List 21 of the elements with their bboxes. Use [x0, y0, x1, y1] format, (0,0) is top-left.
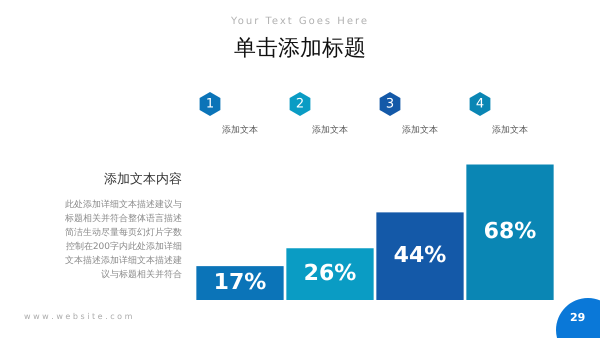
x-tick-label: 4	[476, 96, 484, 112]
bar	[466, 164, 554, 300]
data-label: 44%	[394, 242, 446, 268]
data-label: 17%	[214, 270, 266, 295]
text: 添加文本	[222, 124, 258, 136]
chart-title: 单击添加标题	[233, 35, 367, 63]
data-label: 26%	[304, 260, 356, 286]
text: 添加文本	[402, 124, 438, 136]
x-tick-label: 2	[296, 96, 304, 112]
bar	[286, 248, 374, 300]
annotation: 添加文本内容	[103, 171, 182, 189]
text: 添加文本	[312, 124, 348, 136]
bar	[376, 212, 464, 300]
x-tick-label: 1	[206, 96, 214, 112]
data-label: 68%	[484, 218, 536, 244]
annotation: 此处添加详细文本描述建议与标题相关并符合整体语言描述简洁生动尽量每页幻灯片字数控制在200字内此处添加详细文本描述添加详细文本描述建议与标题相关并符合	[64, 198, 182, 282]
text: w w w . w e b s i t e . c o m	[24, 312, 132, 321]
text: 添加文本	[492, 124, 528, 136]
text: 29	[570, 311, 586, 324]
x-tick-label: 3	[386, 96, 394, 112]
chart-subtitle: Your Text Goes Here	[230, 16, 370, 27]
